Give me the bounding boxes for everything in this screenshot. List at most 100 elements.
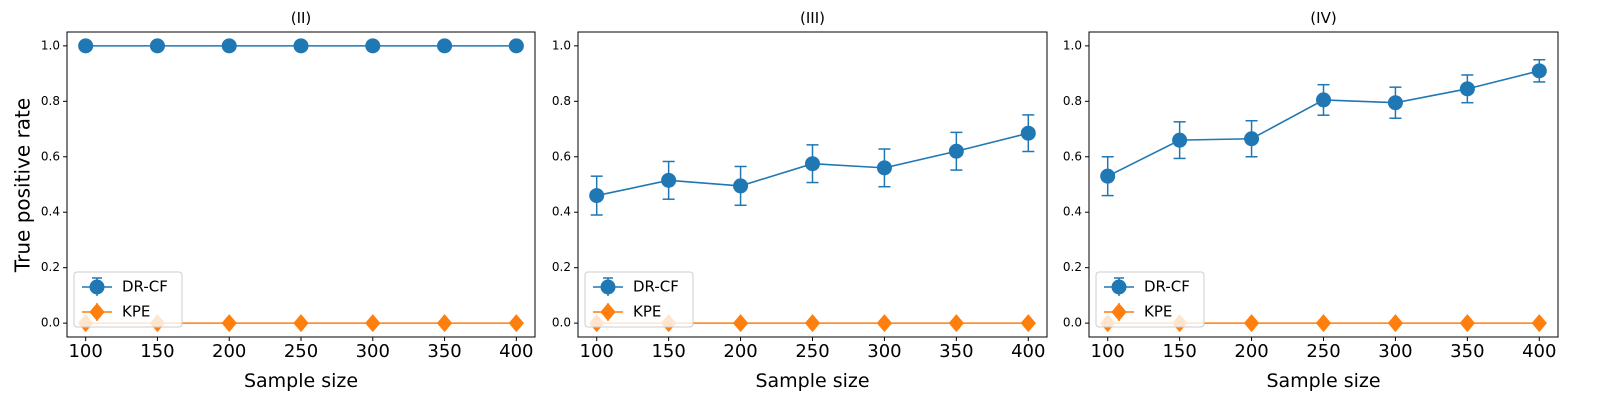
x-tick-label: 350 bbox=[427, 341, 461, 362]
data-point bbox=[508, 38, 524, 54]
x-tick-label: 350 bbox=[939, 341, 973, 362]
data-point bbox=[436, 314, 453, 333]
data-point bbox=[1020, 314, 1036, 333]
data-point bbox=[805, 156, 820, 172]
legend-marker bbox=[1111, 303, 1127, 321]
plot-frame bbox=[577, 31, 1048, 338]
data-point bbox=[589, 188, 605, 204]
data-point bbox=[365, 38, 381, 54]
data-point bbox=[1315, 314, 1332, 333]
x-tick-label: 100 bbox=[1091, 341, 1125, 362]
data-point bbox=[1244, 131, 1260, 147]
legend-marker bbox=[89, 303, 105, 321]
panels: (II) 0.0 0.2 0.4 0.6 0.8 1.0 100 150 200 250 300 350… bbox=[41, 9, 1559, 392]
legend-marker bbox=[89, 279, 105, 295]
data-point bbox=[365, 314, 381, 333]
y-tick-label: 0.6 bbox=[1063, 149, 1082, 163]
data-point bbox=[948, 314, 965, 333]
data-point bbox=[1459, 81, 1475, 97]
subplot-title: (IV) bbox=[1310, 9, 1336, 27]
x-axis-label: Sample size bbox=[1266, 370, 1380, 392]
y-tick-label: 1.0 bbox=[41, 38, 60, 52]
data-point bbox=[293, 314, 309, 333]
data-point bbox=[508, 314, 524, 333]
y-tick-label: 0.0 bbox=[1063, 316, 1082, 330]
x-tick-label: 250 bbox=[1306, 341, 1340, 362]
legend-label: DR-CF bbox=[1144, 278, 1190, 296]
data-point bbox=[876, 160, 892, 176]
subplot-2: (III) 0.0 0.2 0.4 0.6 0.8 1.0 100 150 200 250 300 35… bbox=[552, 9, 1048, 392]
legend-marker bbox=[600, 303, 616, 321]
subplot-title: (II) bbox=[291, 9, 312, 27]
legend: DR-CF KPE bbox=[1095, 271, 1205, 328]
x-tick-label: 100 bbox=[68, 341, 102, 362]
series-dr-cf bbox=[78, 38, 524, 54]
data-point bbox=[1243, 314, 1260, 333]
legend-label: DR-CF bbox=[122, 278, 168, 296]
legend-label: KPE bbox=[1144, 303, 1172, 321]
data-point bbox=[948, 143, 964, 159]
legend-label: DR-CF bbox=[633, 278, 679, 296]
x-tick-label: 150 bbox=[1162, 341, 1196, 362]
data-point bbox=[221, 314, 237, 333]
y-tick-label: 0.2 bbox=[41, 260, 60, 274]
x-tick-label: 150 bbox=[140, 341, 174, 362]
x-axis-label: Sample size bbox=[244, 370, 358, 392]
data-point bbox=[1531, 314, 1547, 333]
x-tick-label: 200 bbox=[212, 341, 246, 362]
x-tick-label: 300 bbox=[1378, 341, 1412, 362]
y-tick-label: 0.2 bbox=[552, 260, 571, 274]
y-tick-label: 1.0 bbox=[552, 38, 571, 52]
x-tick-label: 200 bbox=[723, 341, 757, 362]
y-tick-label: 1.0 bbox=[1063, 38, 1082, 52]
x-tick-label: 400 bbox=[1011, 341, 1045, 362]
x-tick-label: 250 bbox=[284, 341, 318, 362]
y-tick-label: 0.0 bbox=[552, 316, 571, 330]
x-axis-label: Sample size bbox=[755, 370, 869, 392]
y-tick-label: 0.8 bbox=[1063, 94, 1082, 108]
data-point bbox=[1172, 132, 1188, 148]
x-tick-label: 400 bbox=[1522, 341, 1556, 362]
legend-label: KPE bbox=[122, 303, 150, 321]
series-dr-cf bbox=[589, 114, 1036, 216]
y-tick-label: 0.6 bbox=[552, 149, 571, 163]
x-tick-label: 400 bbox=[499, 341, 533, 362]
subplot-title: (III) bbox=[800, 9, 825, 27]
legend-marker bbox=[1111, 279, 1127, 295]
data-point bbox=[221, 38, 237, 54]
x-tick-label: 250 bbox=[795, 341, 829, 362]
x-tick-label: 100 bbox=[580, 341, 614, 362]
subplot-1: (II) 0.0 0.2 0.4 0.6 0.8 1.0 100 150 200 250 300 350… bbox=[41, 9, 536, 392]
y-tick-label: 0.4 bbox=[41, 205, 60, 219]
data-point bbox=[1387, 314, 1404, 333]
data-point bbox=[1459, 314, 1476, 333]
y-tick-label: 0.2 bbox=[1063, 260, 1082, 274]
data-point bbox=[149, 38, 165, 54]
legend-marker bbox=[600, 279, 616, 295]
x-tick-label: 300 bbox=[867, 341, 901, 362]
subplot-3: (IV) 0.0 0.2 0.4 0.6 0.8 1.0 100 150 200 250 300 350… bbox=[1063, 9, 1559, 392]
y-tick-label: 0.0 bbox=[41, 316, 60, 330]
x-tick-label: 350 bbox=[1450, 341, 1484, 362]
y-tick-label: 0.6 bbox=[41, 149, 60, 163]
x-tick-label: 300 bbox=[356, 341, 390, 362]
data-point bbox=[876, 314, 893, 333]
data-point bbox=[1531, 63, 1547, 79]
x-tick-label: 200 bbox=[1234, 341, 1268, 362]
y-axis-label: True positive rate bbox=[11, 98, 35, 273]
data-point bbox=[1100, 168, 1116, 184]
data-point bbox=[804, 314, 821, 333]
y-tick-label: 0.8 bbox=[41, 94, 60, 108]
legend: DR-CF KPE bbox=[584, 271, 694, 328]
legend-label: KPE bbox=[633, 303, 661, 321]
data-point bbox=[733, 178, 749, 194]
legend: DR-CF KPE bbox=[73, 271, 183, 328]
data-point bbox=[1020, 125, 1036, 141]
series-dr-cf bbox=[1100, 58, 1547, 197]
plot-frame bbox=[1088, 31, 1559, 338]
data-point bbox=[293, 38, 309, 54]
plot-frame bbox=[66, 31, 536, 338]
y-tick-label: 0.8 bbox=[552, 94, 571, 108]
data-point bbox=[661, 172, 677, 188]
